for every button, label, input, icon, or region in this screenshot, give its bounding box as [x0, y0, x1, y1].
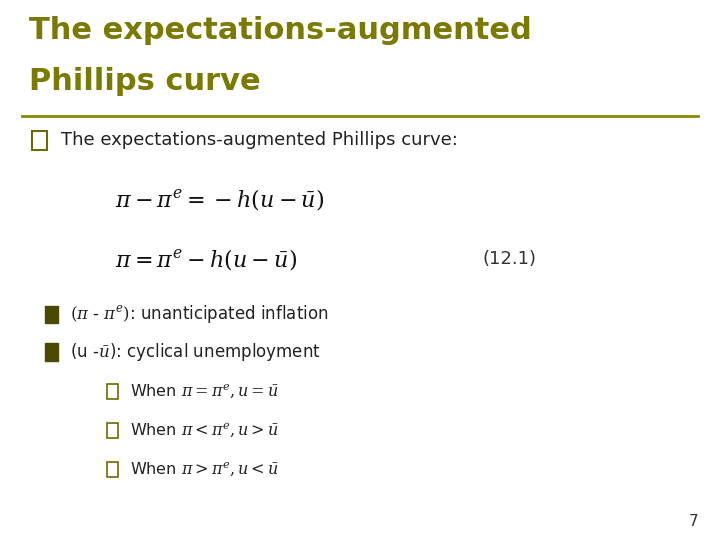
Text: 7: 7: [689, 514, 698, 529]
FancyBboxPatch shape: [45, 343, 58, 361]
Text: When $\pi < \pi^e, u > \bar{u}$: When $\pi < \pi^e, u > \bar{u}$: [130, 421, 279, 440]
FancyBboxPatch shape: [45, 306, 58, 323]
Text: $(\pi\ $-$\ \pi^e)$: unanticipated inflation: $(\pi\ $-$\ \pi^e)$: unanticipated infla…: [70, 303, 328, 325]
Text: When $\pi > \pi^e, u < \bar{u}$: When $\pi > \pi^e, u < \bar{u}$: [130, 460, 279, 478]
Text: (u -$\bar{u}$): cyclical unemployment: (u -$\bar{u}$): cyclical unemployment: [70, 341, 320, 363]
Text: The expectations-augmented: The expectations-augmented: [29, 16, 531, 45]
Text: $\pi - \pi^e = -h(u - \bar{u})$: $\pi - \pi^e = -h(u - \bar{u})$: [115, 187, 325, 212]
Text: $\pi = \pi^e - h(u - \bar{u})$: $\pi = \pi^e - h(u - \bar{u})$: [115, 247, 297, 272]
Text: The expectations-augmented Phillips curve:: The expectations-augmented Phillips curv…: [61, 131, 458, 150]
Text: (12.1): (12.1): [482, 250, 536, 268]
Text: When $\pi = \pi^e, u = \bar{u}$: When $\pi = \pi^e, u = \bar{u}$: [130, 382, 279, 401]
Text: Phillips curve: Phillips curve: [29, 68, 261, 97]
